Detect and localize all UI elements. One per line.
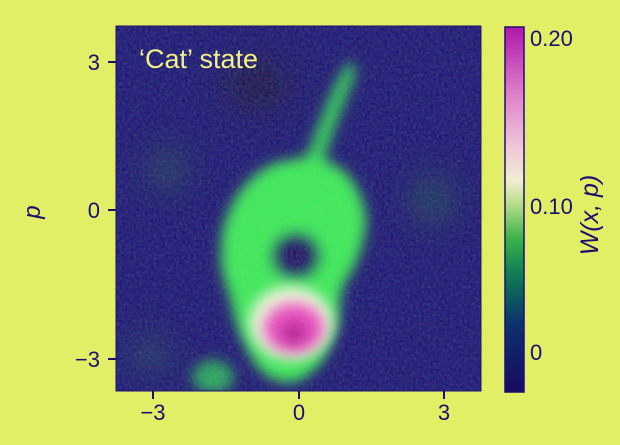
svg-text:p: p: [19, 205, 46, 219]
svg-text:‘Cat’ state: ‘Cat’ state: [139, 44, 258, 74]
svg-text:3: 3: [438, 400, 450, 425]
svg-text:−3: −3: [75, 347, 100, 372]
svg-text:0.10: 0.10: [530, 194, 573, 219]
svg-text:0: 0: [293, 400, 305, 425]
svg-text:0.20: 0.20: [530, 26, 573, 51]
svg-text:0: 0: [88, 198, 100, 223]
svg-text:−3: −3: [140, 400, 165, 425]
svg-text:3: 3: [88, 50, 100, 75]
svg-text:W(x, p): W(x, p): [576, 175, 604, 256]
svg-text:0: 0: [530, 340, 542, 365]
